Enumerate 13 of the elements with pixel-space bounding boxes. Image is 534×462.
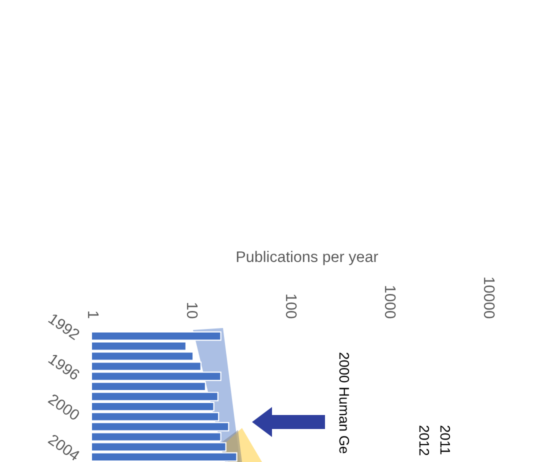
y-tick-label: 1992: [48, 313, 80, 340]
annotation: 2000 Human Ge: [339, 352, 350, 454]
y-tick-label: 2004: [48, 434, 81, 462]
y-tick-label: 2000: [48, 393, 81, 421]
x-tick-label: 10: [186, 303, 198, 318]
y-tick-label: 1996: [48, 353, 81, 381]
x-tick-label: 1000: [384, 286, 396, 318]
x-tick-label: 1: [88, 312, 99, 318]
x-tick-label: 10000: [484, 278, 495, 318]
x-tick-label: 100: [286, 294, 297, 318]
x-axis-title: Publications per year: [236, 250, 378, 266]
annotation: 2012: [419, 426, 430, 456]
annotation: 2011: [440, 426, 450, 454]
